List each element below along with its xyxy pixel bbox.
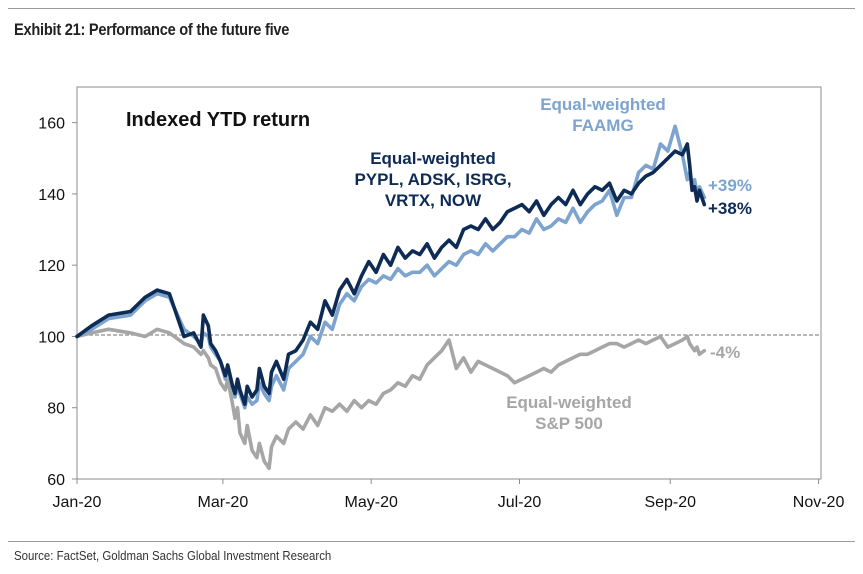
y-axis: 60 80 100 120 140 160 <box>38 116 77 489</box>
future-five-label-line-2: PYPL, ADSK, ISRG, <box>354 170 511 189</box>
x-tick-label: May-20 <box>345 494 398 511</box>
plot-frame <box>76 86 822 480</box>
faamg-label-line-1: Equal-weighted <box>540 95 666 114</box>
sp500-label-line-1: Equal-weighted <box>506 393 632 412</box>
future-five-label-line-1: Equal-weighted <box>370 149 496 168</box>
legend-label-future-five: Equal-weighted PYPL, ADSK, ISRG, VRTX, N… <box>354 149 511 210</box>
sp500-label-line-2: S&P 500 <box>535 414 603 433</box>
y-tick-label: 140 <box>38 187 65 204</box>
sp500-end-label: -4% <box>710 343 740 362</box>
y-tick-label: 80 <box>47 401 65 418</box>
series-line-sp500 <box>75 327 707 471</box>
legend-label-faamg: Equal-weighted FAAMG <box>540 95 666 135</box>
y-tick-label: 100 <box>38 329 65 346</box>
x-tick-label: Jan-20 <box>53 494 102 511</box>
source-note: Source: FactSet, Goldman Sachs Global In… <box>14 548 332 563</box>
x-tick-label: Jul-20 <box>498 494 542 511</box>
exhibit-title: Exhibit 21: Performance of the future fi… <box>14 20 290 39</box>
faamg-label-line-2: FAAMG <box>572 116 633 135</box>
x-tick-label: Mar-20 <box>198 494 249 511</box>
y-tick-label: 120 <box>38 258 65 275</box>
series-layer <box>75 124 707 471</box>
y-tick-label: 60 <box>47 472 65 489</box>
x-axis: Jan-20 Mar-20 May-20 Jul-20 Sep-20 Nov-20 <box>53 479 845 511</box>
y-tick-label: 160 <box>38 116 65 133</box>
x-tick-label: Nov-20 <box>793 494 845 511</box>
top-rule <box>8 8 855 9</box>
faamg-end-label: +39% <box>708 176 752 195</box>
x-tick-label: Sep-20 <box>644 494 696 511</box>
bottom-rule <box>8 541 855 542</box>
legend-label-sp500: Equal-weighted S&P 500 <box>506 393 632 433</box>
future-five-end-label: +38% <box>708 199 752 218</box>
series-line-future-five <box>75 142 707 407</box>
future-five-label-line-3: VRTX, NOW <box>385 191 482 210</box>
chart-title: Indexed YTD return <box>126 109 310 131</box>
